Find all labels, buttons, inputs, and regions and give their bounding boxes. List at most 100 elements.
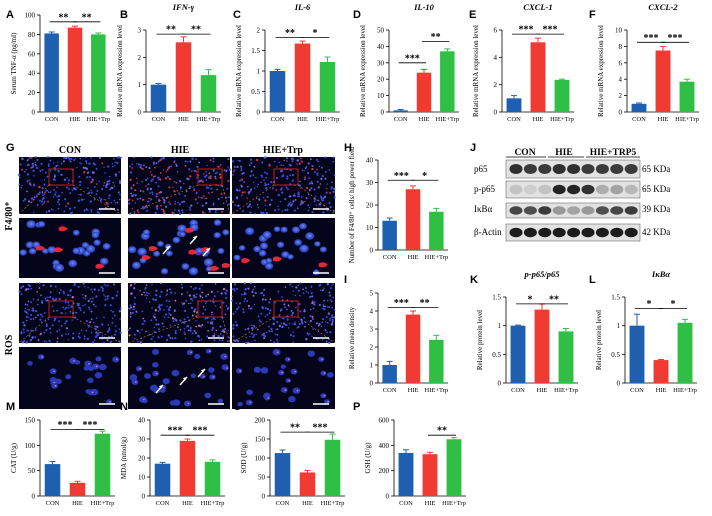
panel-letter-J: J (470, 142, 476, 154)
chart-title-c: IL-6 (294, 2, 311, 12)
wb-protein-pp65: p-p65 (474, 184, 495, 194)
bar-e-2 (554, 79, 570, 112)
category-label-l-0: CON (630, 387, 644, 394)
category-label-n-1: HIE (182, 500, 193, 507)
y-tick-label: 4 (619, 76, 623, 84)
category-label-m-0: CON (46, 500, 60, 507)
panel-letter-P: P (353, 401, 360, 413)
micro-col-label-hie: HIE (171, 145, 190, 156)
chart-a: 0 20 40 60 80 100 CON HIE HIE+Trp ** ** Serum TNF-α… (10, 12, 110, 124)
y-axis-label-p: GSH (U/g) (364, 442, 372, 474)
bar-m-1 (69, 482, 86, 496)
category-label-h-0: CON (383, 254, 397, 261)
bar-m-0 (44, 464, 61, 496)
bar-o-1 (299, 472, 316, 496)
y-tick-label: 1 (498, 322, 502, 330)
bar-p-2 (446, 439, 462, 496)
chart-b: 0 1 2 3 CON HIE HIE+Trp ** ** IFN-γ Relative mRNA … (116, 2, 221, 123)
y-axis-label-i: Relative mean density (348, 306, 356, 369)
sig-label-e-0: *** (519, 25, 534, 36)
y-tick-label: 100 (255, 455, 266, 463)
chart-title-l: IκBα (651, 269, 670, 279)
sig-label-b-1: ** (191, 25, 201, 36)
panel-letter-C: C (233, 9, 241, 21)
bar-h-2 (429, 211, 444, 250)
category-label-i-2: HIE+Trp (425, 387, 449, 394)
y-tick-label: 10 (377, 92, 385, 100)
y-tick-label: 0.5 (611, 351, 620, 359)
y-tick-label: 20 (28, 89, 36, 97)
y-tick-label: 1.5 (611, 294, 620, 302)
y-tick-label: 0 (381, 109, 385, 117)
y-tick-label: 200 (255, 417, 266, 425)
y-tick-label: 8 (619, 43, 623, 51)
wb-strip-1 (505, 180, 641, 199)
chart-n: 0 10 20 30 40 CON HIE HIE+Trp *** *** MDA (nmol/g) (120, 417, 225, 507)
sig-label-m-1: *** (83, 420, 98, 431)
y-tick-label: 30 (366, 179, 374, 187)
y-axis-label-m: CAT (U/g) (10, 442, 18, 473)
y-tick-label: 2 (370, 344, 374, 352)
sig-label-e-1: *** (543, 25, 558, 36)
category-label-f-1: HIE (658, 116, 669, 123)
panel-letter-H: H (344, 142, 352, 154)
micro-tile-r0-c2 (231, 156, 336, 215)
panel-letter-M: M (6, 401, 15, 413)
y-tick-label: 3 (370, 326, 374, 334)
category-label-m-1: HIE (72, 500, 83, 507)
bar-a-0 (44, 33, 59, 112)
bar-e-1 (530, 42, 546, 112)
category-label-a-1: HIE (70, 116, 81, 123)
y-tick-label: 10 (138, 474, 146, 482)
category-label-a-0: CON (45, 116, 59, 123)
y-tick-label: 20 (377, 76, 385, 84)
category-label-p-1: HIE (425, 500, 436, 507)
bar-i-2 (429, 339, 444, 383)
bar-o-2 (324, 439, 341, 496)
micro-tile-r2-c0 (18, 282, 122, 344)
bar-k-2 (558, 331, 574, 383)
y-axis-label-h: Number of F4/80⁺ cells/ high power field (348, 146, 356, 263)
y-tick-label: 80 (28, 31, 36, 39)
chart-e: 0 2 4 6 CON HIE HIE+Trp *** *** CXCL-1 Relative mR… (472, 2, 574, 123)
y-tick-label: 0 (32, 109, 36, 117)
sig-label-m-0: *** (58, 420, 73, 431)
y-tick-label: 40 (366, 157, 374, 165)
category-label-o-2: HIE+Trp (321, 500, 345, 507)
y-tick-label: 30 (138, 436, 146, 444)
bar-i-1 (405, 314, 421, 383)
panel-letter-G: G (6, 142, 15, 154)
sig-label-o-1: *** (313, 423, 328, 434)
bar-b-2 (200, 75, 217, 112)
y-axis-label-a: Serum TNF-α (pg/ml) (10, 32, 18, 95)
category-label-d-0: CON (394, 116, 408, 123)
microscopy-panel: CON HIE HIE+Trp F4/80⁺ ROS (4, 145, 336, 409)
bar-d-0 (393, 110, 408, 112)
sig-label-l-1: * (671, 299, 676, 310)
panel-letter-I: I (344, 274, 347, 286)
sig-label-n-1: *** (193, 426, 208, 437)
bar-b-0 (150, 84, 167, 112)
y-tick-label: 30 (377, 59, 385, 67)
y-tick-label: 3 (138, 27, 142, 35)
y-tick-label: 0 (142, 493, 146, 501)
y-tick-label: 0 (494, 109, 498, 117)
bar-a-2 (91, 34, 106, 112)
sig-label-l-0: * (647, 299, 652, 310)
y-tick-label: 20 (366, 202, 374, 210)
y-axis-label-n: MDA (nmol/g) (120, 436, 128, 479)
y-tick-label: 0 (262, 493, 266, 501)
y-tick-label: 50 (28, 467, 36, 475)
y-tick-label: 150 (255, 436, 266, 444)
panel-letter-B: B (120, 9, 128, 21)
y-tick-label: 50 (377, 27, 385, 35)
category-label-o-0: CON (276, 500, 290, 507)
bar-k-0 (510, 325, 526, 383)
category-label-i-0: CON (383, 387, 397, 394)
panel-letter-A: A (6, 9, 14, 21)
micro-tile-r0-c0 (17, 156, 122, 215)
bar-c-0 (269, 71, 286, 112)
